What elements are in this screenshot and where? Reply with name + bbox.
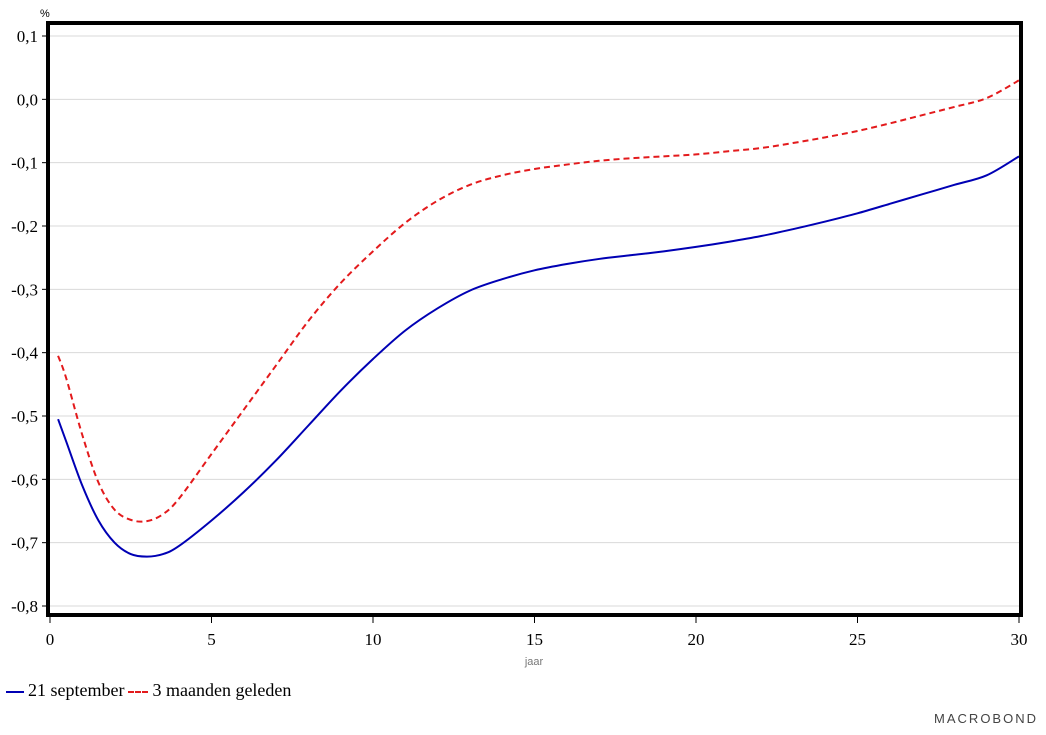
- legend-item-series-2: 3 maanden geleden: [128, 680, 291, 701]
- brand-logo: MACROBOND: [934, 711, 1038, 726]
- series-line-1: [57, 155, 1020, 558]
- series-lines: [57, 79, 1020, 558]
- y-tick-label: 0,1: [17, 27, 38, 46]
- x-axis: 0 5 10 15 20 25 30: [46, 617, 1028, 649]
- y-tick-label: -0,7: [11, 534, 38, 553]
- y-tick-label: -0,3: [11, 280, 38, 299]
- y-unit-label: %: [40, 8, 50, 20]
- x-tick-label: 5: [207, 630, 216, 649]
- y-tick-label: -0,2: [11, 217, 38, 236]
- x-tick-label: 10: [365, 630, 382, 649]
- x-tick-label: 0: [46, 630, 55, 649]
- x-tick-label: 15: [526, 630, 543, 649]
- y-tick-label: -0,1: [11, 154, 38, 173]
- legend-label-series-2: 3 maanden geleden: [152, 680, 292, 700]
- x-tick-label: 30: [1011, 630, 1028, 649]
- plot-frame: [46, 21, 1023, 617]
- gridlines: [50, 35, 1019, 607]
- x-tick-label: 25: [849, 630, 866, 649]
- chart-svg: 0,1 0,0 -0,1 -0,2 -0,3 -0,4 -0,5 -0,6 -0,7 -0,8 0…: [11, 8, 1028, 668]
- legend: 21 september 3 maanden geleden: [6, 680, 295, 701]
- y-tick-label: 0,0: [17, 90, 38, 109]
- legend-swatch-solid: [6, 690, 24, 693]
- y-tick-label: -0,8: [11, 597, 38, 616]
- y-tick-label: -0,4: [11, 344, 38, 363]
- legend-swatch-dashed: [128, 690, 149, 693]
- legend-label-series-1: 21 september: [28, 680, 125, 700]
- y-axis: 0,1 0,0 -0,1 -0,2 -0,3 -0,4 -0,5 -0,6 -0,7 -0,8: [11, 27, 48, 616]
- x-axis-title: jaar: [524, 656, 544, 668]
- x-tick-label: 20: [688, 630, 705, 649]
- legend-item-series-1: 21 september: [6, 680, 124, 701]
- y-tick-label: -0,6: [11, 470, 38, 489]
- series-line-2: [57, 79, 1020, 523]
- y-tick-label: -0,5: [11, 407, 38, 426]
